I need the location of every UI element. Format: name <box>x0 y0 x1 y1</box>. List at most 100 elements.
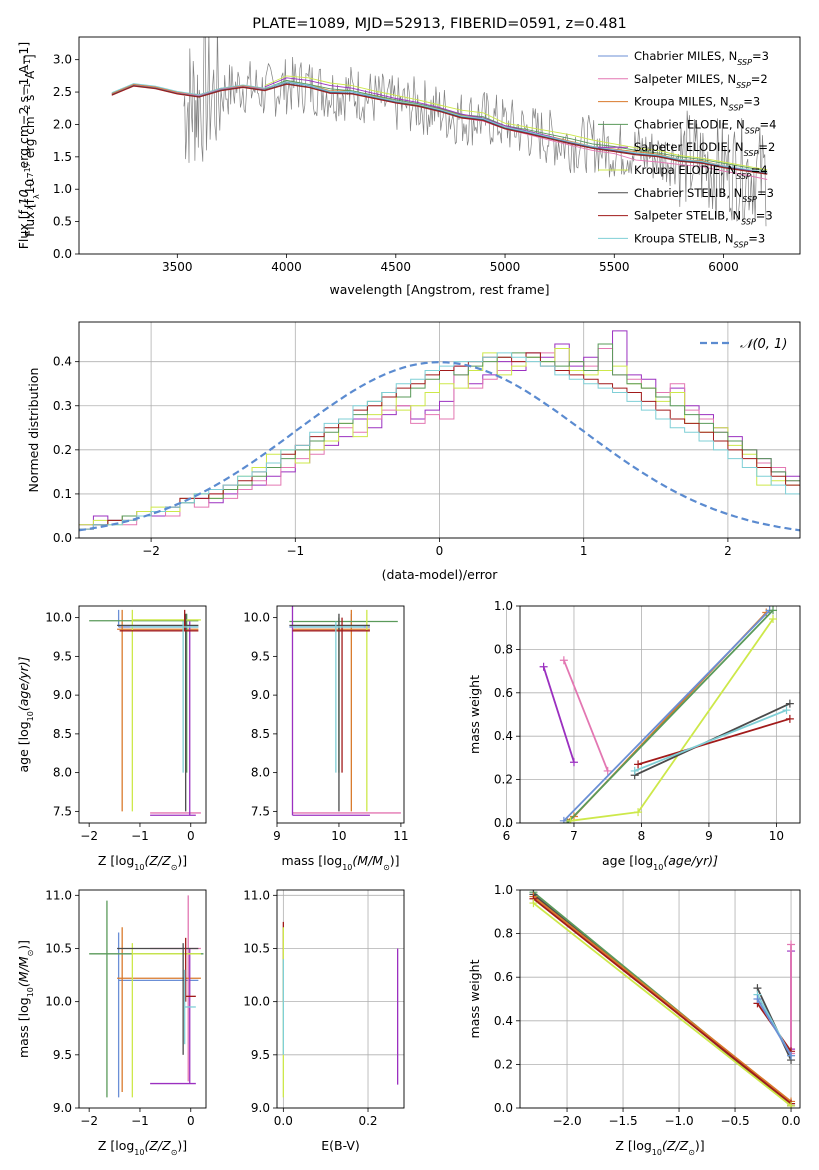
y-tick-label: 0.0 <box>494 1101 513 1115</box>
y-tick-label: 0.8 <box>494 642 513 656</box>
label-part: age [log <box>16 721 31 772</box>
y-tick-label: 7.5 <box>251 804 270 818</box>
panel-spectrum: 3500 4000 4500 5000 5500 6000 0.0 0.5 1.0 1.5 2.0 2… <box>16 16 801 297</box>
series-line-6 <box>111 83 768 175</box>
y-tick-label: 0.0 <box>53 531 72 545</box>
x-axis-label: mass [log10(M/M⊙)] <box>281 853 399 872</box>
y-tick-label: 11.0 <box>45 888 72 902</box>
y-tick-label: 2.5 <box>53 85 72 99</box>
x-tick-label: −0.5 <box>720 1114 749 1128</box>
legend-suffix: =2 <box>758 140 775 154</box>
legend-sub: SSP <box>736 172 751 181</box>
x-tick-label: 0 <box>187 829 195 843</box>
label-part: s <box>16 96 31 107</box>
legend-label: Kroupa MILES, NSSP=3 <box>634 95 760 113</box>
point-marker <box>787 1051 796 1060</box>
axes-frame <box>78 889 207 1109</box>
y-tick-label: 10.0 <box>45 995 72 1009</box>
legend-label: 𝒩(0, 1) <box>740 337 787 352</box>
legend-sub: SSP <box>742 194 757 203</box>
y-axis-label: mass weight <box>467 675 482 754</box>
y-tick-label: 10.5 <box>243 941 270 955</box>
data-spectrum-line <box>183 37 767 227</box>
panel-mass-vs-Z: −2 −1 09.09.510.010.511.0Z [log10(Z/Z⊙)]ma… <box>16 888 207 1157</box>
y-tick-label: 11.0 <box>243 888 270 902</box>
point-marker <box>782 706 791 715</box>
legend-label: Chabrier ELODIE, NSSP=4 <box>634 117 776 135</box>
label-part: 10 <box>342 863 352 872</box>
series-line-3 <box>563 609 771 822</box>
x-tick-label: 4500 <box>381 260 412 274</box>
legend-label: Salpeter MILES, NSSP=2 <box>634 72 768 90</box>
label-part: mass [log <box>281 853 342 868</box>
label-part: −1 <box>16 47 31 65</box>
axes-frame <box>519 605 801 824</box>
label-part: 10 <box>653 863 663 872</box>
y-tick-label: 8.5 <box>251 727 270 741</box>
x-tick-label: 3500 <box>162 260 193 274</box>
label-part: )] <box>16 940 31 950</box>
label-part: (age/yr)] <box>16 656 31 711</box>
series-line-4 <box>532 902 792 1107</box>
legend-label: Chabrier MILES, NSSP=3 <box>634 49 769 67</box>
label-part: −17 <box>23 162 32 179</box>
label-part: −2 <box>23 105 32 117</box>
y-tick-label: 9.0 <box>53 1101 72 1115</box>
axes-frame <box>78 605 207 824</box>
legend-sub: SSP <box>745 126 760 135</box>
point-marker <box>785 714 794 723</box>
y-tick-label: 7.5 <box>53 804 72 818</box>
point-marker <box>569 758 578 767</box>
panel-age-vs-Z: −2 −1 07.58.08.59.09.510.0Z [log10(Z/Z⊙)]a… <box>16 605 207 872</box>
y-tick-label: 0.8 <box>494 927 513 941</box>
label-part: 10 <box>23 179 37 194</box>
x-tick-label: 10 <box>769 829 784 843</box>
label-part: −1 <box>23 83 32 95</box>
y-tick-label: 9.0 <box>251 688 270 702</box>
x-axis-label: Z [log10(Z/Z⊙)] <box>98 853 187 872</box>
y-axis-label: mass weight <box>467 959 482 1038</box>
x-tick-label: 6 <box>503 829 511 843</box>
legend-name: Kroupa STELIB, N <box>634 231 734 245</box>
y-tick-label: 0.2 <box>494 1057 513 1071</box>
x-tick-label: 5500 <box>599 260 630 274</box>
x-tick-label: −2.0 <box>552 1114 581 1128</box>
series-line-2 <box>532 895 792 1103</box>
x-tick-label: 6000 <box>708 260 739 274</box>
x-tick-label: 0.0 <box>274 1114 293 1128</box>
x-tick-label: −1.5 <box>608 1114 637 1128</box>
plot-area <box>539 606 794 823</box>
y-tick-label: 10.0 <box>45 611 72 625</box>
label-part: 10 <box>26 711 35 721</box>
legend-name: Chabrier STELIB, N <box>634 186 742 200</box>
y-tick-label: 0.2 <box>494 773 513 787</box>
y-tick-label: 0.5 <box>53 215 72 229</box>
legend-label: Kroupa ELODIE, NSSP=4 <box>634 163 768 181</box>
label-part: λ <box>32 194 41 199</box>
x-tick-label: 5000 <box>490 260 521 274</box>
label-part: −1 <box>16 78 31 96</box>
legend-sub: SSP <box>741 217 756 226</box>
legend-name: Salpeter MILES, N <box>634 72 736 86</box>
series-line-3 <box>532 897 792 1105</box>
point-marker <box>539 662 548 671</box>
x-tick-label: 1 <box>580 544 588 558</box>
series-line-0 <box>111 81 768 174</box>
label-part: 10 <box>134 1148 144 1157</box>
label-part: age [log <box>602 853 653 868</box>
y-tick-label: 1.0 <box>53 182 72 196</box>
legend-suffix: =3 <box>756 209 773 223</box>
legend-label: Kroupa STELIB, NSSP=3 <box>634 231 765 249</box>
x-tick-label: 4000 <box>271 260 302 274</box>
legend-name: Chabrier MILES, N <box>634 49 737 63</box>
label-part: −17 <box>26 173 35 190</box>
y-tick-label: 9.0 <box>251 1101 270 1115</box>
label-part: 10 <box>652 1148 662 1157</box>
y-tick-label: 10.0 <box>243 611 270 625</box>
legend-suffix: =4 <box>751 163 768 177</box>
y-tick-label: 0.1 <box>53 487 72 501</box>
series-line-4 <box>566 609 774 823</box>
series-line-8 <box>634 709 787 772</box>
